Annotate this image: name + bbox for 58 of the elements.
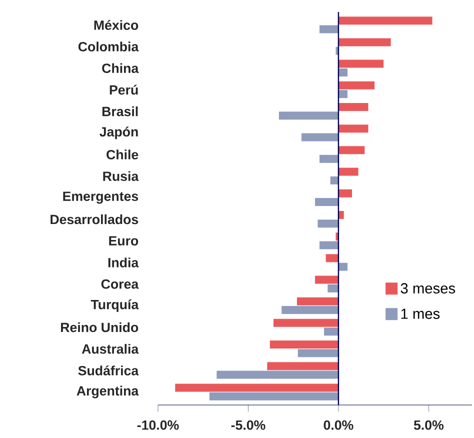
y-tick-label: Sudáfrica: [78, 365, 139, 376]
bar: [209, 392, 338, 400]
bar: [338, 146, 365, 154]
y-tick-label: Rusia: [103, 171, 139, 181]
y-tick-label: China: [102, 63, 139, 74]
bar: [270, 340, 338, 349]
y-tick-label: Emergentes: [63, 192, 138, 204]
bar: [318, 220, 338, 228]
bar: [338, 68, 348, 76]
y-tick-label: Desarrollados: [50, 214, 138, 224]
y-tick-label: México: [94, 20, 138, 30]
y-tick-label: India: [108, 258, 139, 268]
y-tick-label: Chile: [106, 150, 138, 160]
bar: [338, 16, 432, 25]
y-tick-label: Brasil: [102, 106, 138, 116]
bar: [338, 81, 375, 90]
bar: [338, 38, 391, 46]
bar: [338, 262, 348, 271]
bar: [320, 25, 338, 34]
y-tick-label: Japón: [100, 126, 138, 140]
bar: [328, 284, 338, 292]
y-tick-label: Corea: [101, 279, 139, 289]
bar: [216, 370, 338, 379]
bar: [338, 168, 358, 176]
bar: [273, 318, 338, 327]
x-tick-label: -5.0%: [231, 420, 266, 430]
y-tick-label: Colombia: [78, 42, 139, 52]
bar: [282, 306, 338, 314]
legend-label: 3 meses: [400, 283, 456, 294]
bar: [315, 276, 338, 284]
y-tick-label: Turquía: [90, 299, 139, 312]
x-tick-label: 0.0%: [324, 420, 354, 430]
bar: [338, 124, 368, 133]
bar: [338, 210, 344, 219]
y-tick-label: Reino Unido: [61, 322, 138, 332]
x-tick-label: -10.0%: [137, 420, 179, 430]
bar: [330, 176, 338, 184]
y-tick-label: Australia: [82, 344, 139, 354]
bar: [267, 362, 338, 370]
bar: [298, 349, 338, 358]
x-tick-label: 5.0%: [414, 420, 444, 430]
y-tick-label: Euro: [109, 236, 138, 246]
bar: [301, 133, 338, 142]
bar: [338, 189, 352, 198]
y-tick-label: Argentina: [76, 386, 139, 398]
bar: [315, 198, 338, 206]
bar: [175, 384, 338, 392]
bar: [338, 102, 368, 111]
bar: [278, 112, 338, 120]
bar: [324, 328, 338, 336]
y-tick-label: Perú: [110, 84, 138, 95]
bar: [296, 297, 338, 306]
legend-label: 1 mes: [401, 308, 440, 319]
bar: [320, 241, 338, 250]
bar: [326, 254, 338, 262]
bar: [338, 90, 348, 98]
bar: [320, 154, 338, 163]
bar: [338, 60, 384, 68]
